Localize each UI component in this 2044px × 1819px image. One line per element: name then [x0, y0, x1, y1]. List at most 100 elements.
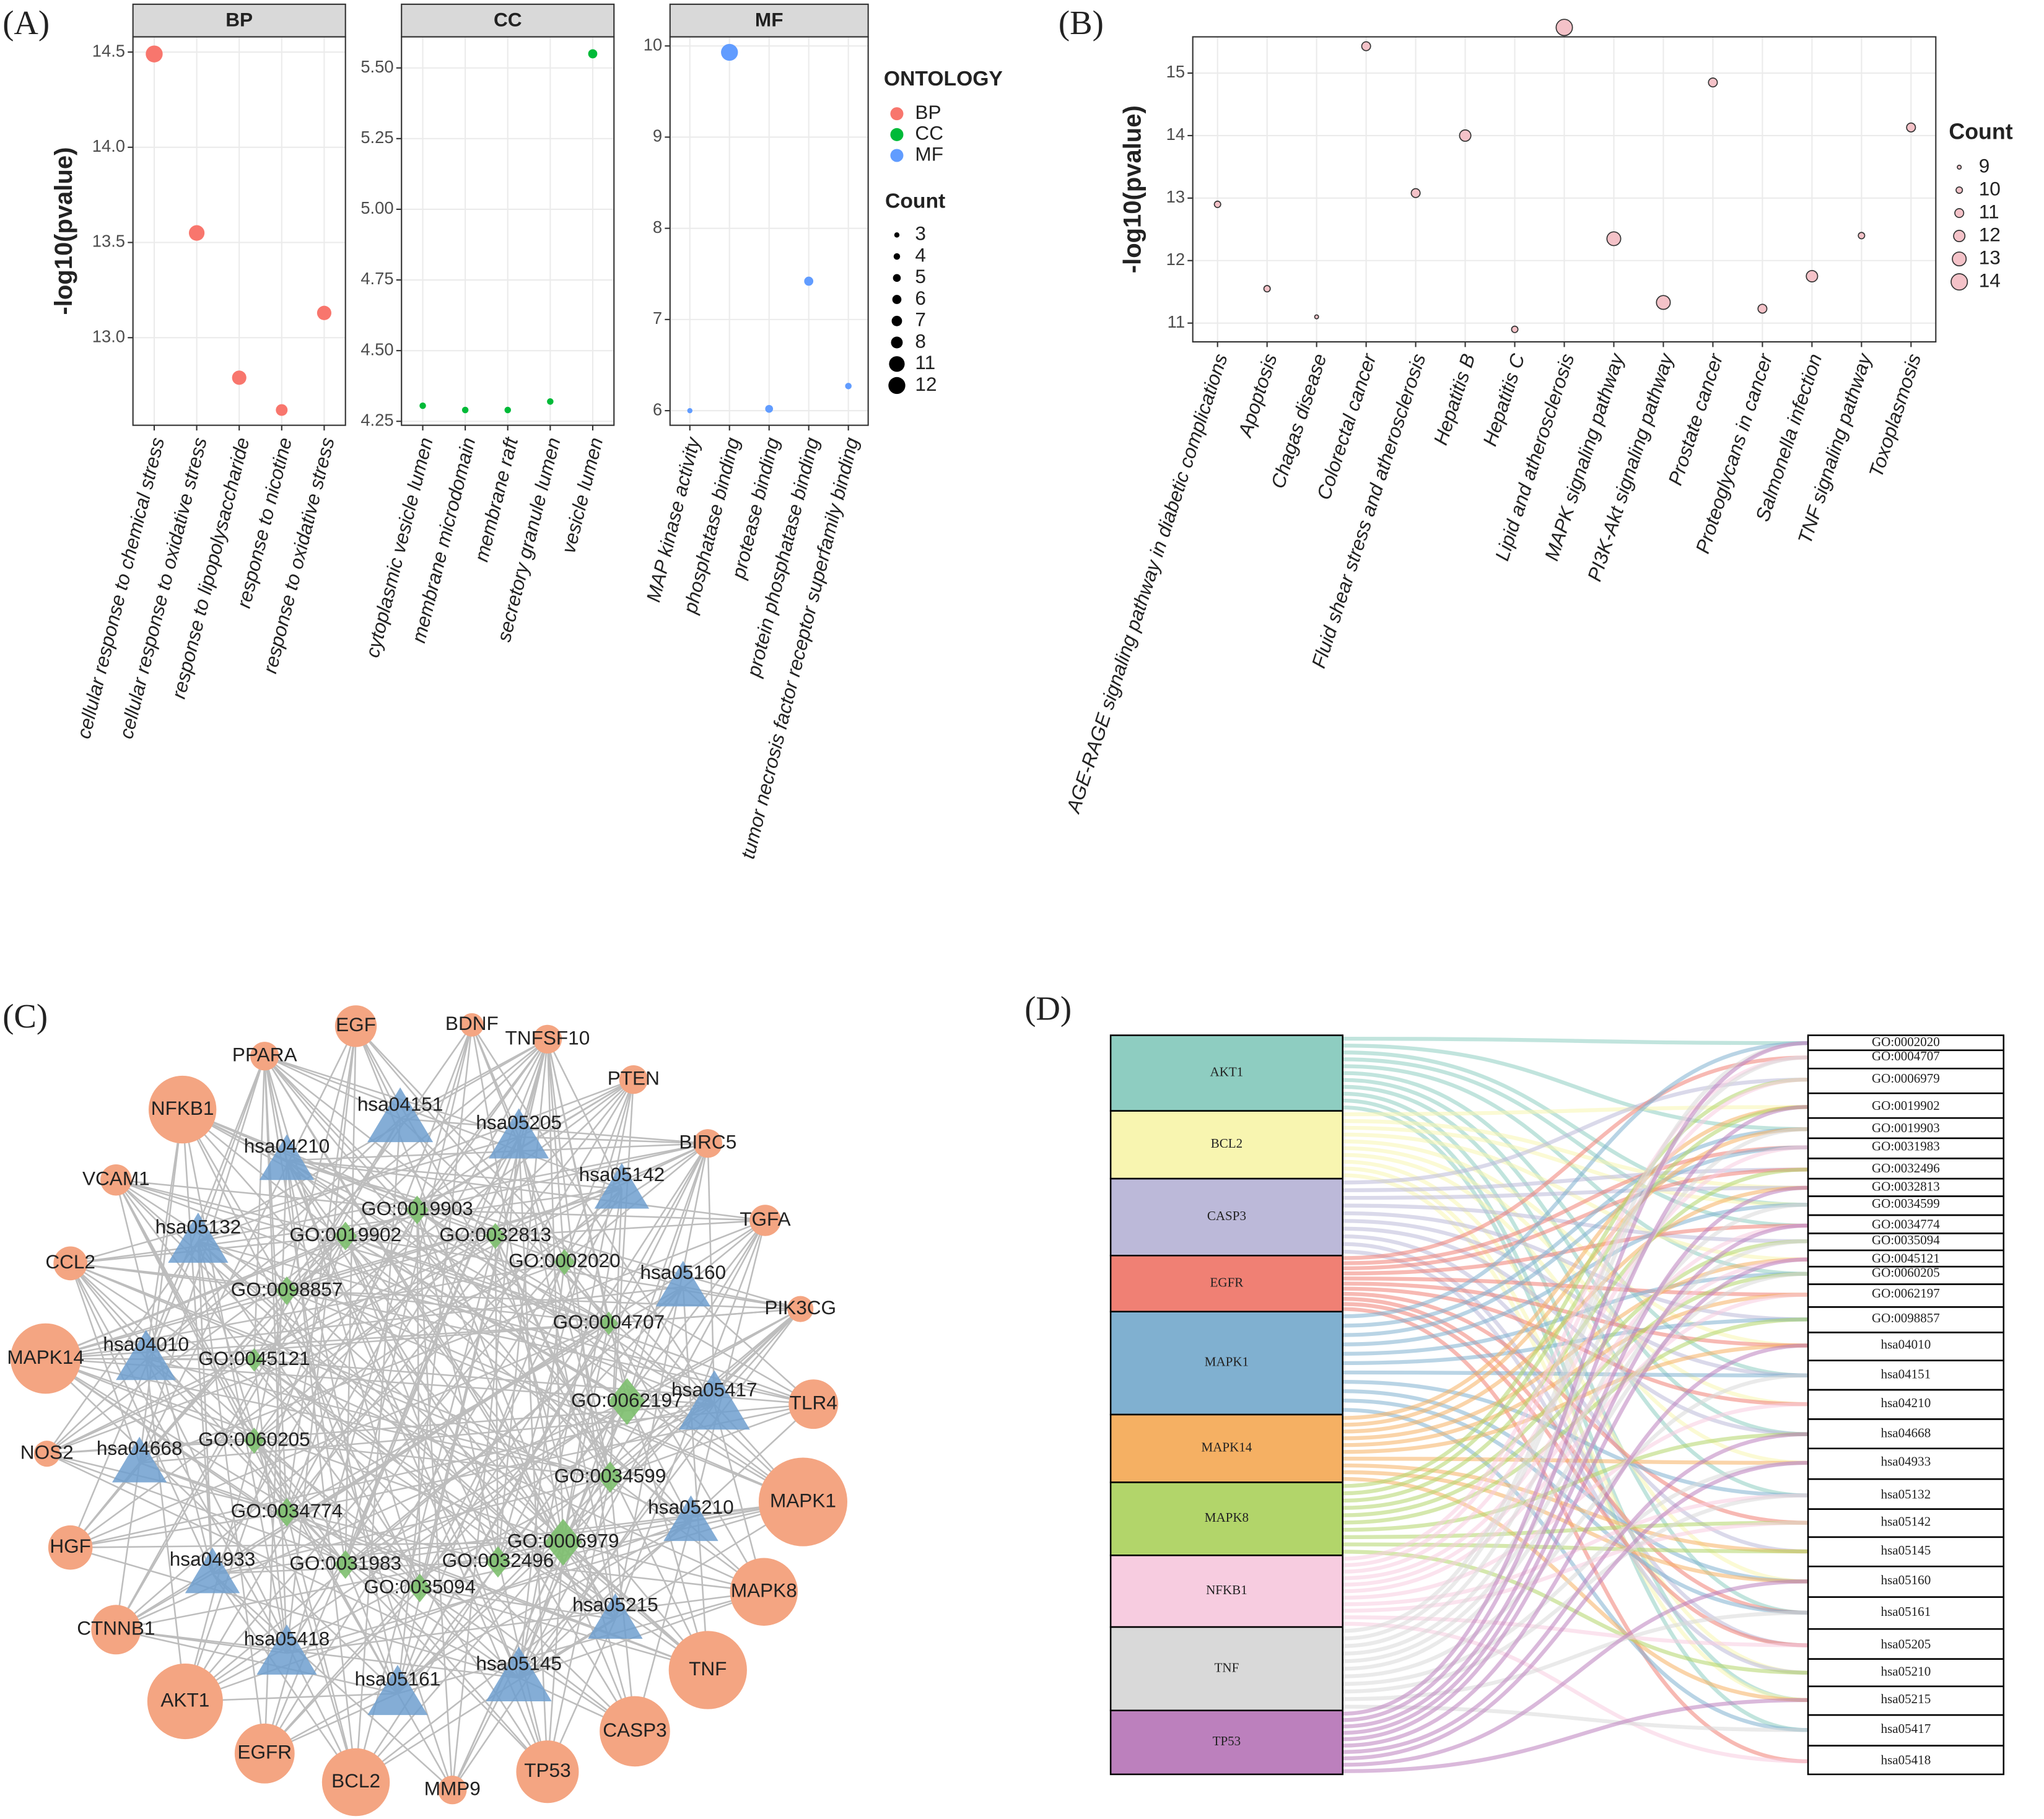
plot-border — [669, 36, 869, 426]
edge — [609, 1477, 636, 1732]
edge — [609, 1080, 635, 1478]
sankey-flows — [1342, 1036, 1809, 1773]
edge — [212, 1322, 609, 1574]
edge — [264, 1520, 692, 1755]
gene-label: MAPK1 — [770, 1489, 836, 1511]
edge — [253, 1359, 709, 1671]
edge — [253, 1118, 401, 1361]
edge — [264, 1055, 520, 1138]
sankey-link — [1342, 1077, 1809, 1568]
edge — [286, 1159, 622, 1190]
legend-label: MF — [915, 142, 943, 165]
gene-node — [730, 1558, 798, 1626]
sankey-link — [1342, 1127, 1809, 1648]
sankey-target-label: GO:0019902 — [1872, 1098, 1940, 1113]
go-label: GO:0002020 — [509, 1249, 621, 1272]
y-tick-label: 5.25 — [360, 128, 393, 147]
go-label: GO:0032813 — [439, 1223, 551, 1245]
pathway-label: hsa05417 — [671, 1378, 758, 1400]
sankey-source — [1109, 1110, 1343, 1180]
y-tick-label: 7 — [653, 308, 662, 328]
sankey-target — [1807, 1332, 2005, 1361]
edge — [562, 1542, 764, 1593]
sankey-link — [1342, 1257, 1809, 1742]
legend-label: 8 — [915, 329, 926, 352]
gene-node — [693, 1129, 722, 1158]
pathway-label: hsa05160 — [640, 1261, 727, 1283]
legend-label: 6 — [915, 287, 926, 309]
pathway-label: hsa04668 — [97, 1437, 183, 1459]
legend-label: 5 — [915, 265, 926, 287]
sankey-target-label: GO:0019903 — [1872, 1120, 1940, 1135]
point — [1708, 77, 1718, 88]
sankey-source — [1109, 1709, 1343, 1776]
point — [1459, 129, 1472, 142]
edge — [344, 1026, 357, 1565]
gene-node — [516, 1740, 579, 1804]
legend-label: 11 — [915, 351, 935, 373]
sankey-target — [1807, 1596, 2005, 1630]
gene-node — [749, 1205, 781, 1236]
edge — [494, 1236, 709, 1671]
sankey-link — [1342, 1050, 1809, 1207]
sankey-target — [1807, 1306, 2005, 1333]
edge — [518, 1501, 804, 1679]
gene-node — [321, 1748, 390, 1817]
sankey-link — [1342, 1055, 1809, 1260]
sankey-link — [1342, 1057, 1809, 1228]
edge — [286, 1024, 473, 1291]
pathway-label: hsa04933 — [170, 1548, 256, 1570]
go-node — [484, 1223, 506, 1249]
edge — [146, 1358, 255, 1361]
edge — [70, 1511, 287, 1548]
point — [1555, 19, 1573, 37]
legend-label: 4 — [915, 243, 926, 266]
plot-border — [132, 36, 346, 426]
sankey-target-label: hsa05132 — [1881, 1486, 1931, 1501]
point — [276, 404, 288, 416]
point — [1410, 188, 1421, 198]
edge — [497, 1308, 801, 1563]
gene-node — [334, 1005, 377, 1047]
sankey-target-label: hsa04933 — [1881, 1454, 1931, 1469]
edge — [45, 1235, 496, 1359]
edge — [45, 1358, 398, 1695]
sankey-target-label: GO:0060205 — [1872, 1265, 1940, 1280]
legend-label: 9 — [1979, 154, 1990, 177]
edge — [145, 1038, 548, 1359]
pathway-node — [486, 1646, 552, 1702]
panel-label: (D) — [1024, 989, 1072, 1027]
edge — [546, 1039, 628, 1402]
sankey-link — [1342, 1078, 1809, 1436]
pathway-label: hsa05145 — [476, 1652, 562, 1674]
edge — [45, 1358, 564, 1543]
edge — [198, 1241, 616, 1620]
sankey-target-label: GO:0034774 — [1872, 1217, 1940, 1232]
gene-node — [438, 1776, 467, 1805]
point — [1806, 269, 1819, 282]
sankey-link — [1342, 1293, 1809, 1594]
point — [188, 225, 205, 241]
edge — [518, 1591, 764, 1679]
edge — [115, 1179, 609, 1324]
edge — [682, 1286, 709, 1670]
pathway-label: hsa05132 — [155, 1215, 242, 1237]
legend-label: 12 — [915, 373, 937, 395]
edge — [397, 1591, 764, 1695]
edge — [345, 1403, 715, 1566]
edge — [286, 1511, 709, 1671]
edge — [397, 1308, 801, 1695]
edge — [497, 1079, 635, 1563]
go-node — [245, 1348, 264, 1372]
legend-label: 10 — [1979, 177, 2001, 199]
sankey-target — [1807, 1714, 2005, 1747]
legend-label: 7 — [915, 308, 926, 331]
sankey-link — [1342, 1379, 1809, 1498]
legend-key — [891, 336, 903, 349]
go-node — [408, 1573, 432, 1603]
edge — [497, 1039, 549, 1562]
sankey-link — [1342, 1257, 1809, 1587]
edge — [345, 1235, 609, 1324]
panel-label: (B) — [1059, 4, 1104, 41]
edge — [416, 1024, 473, 1210]
